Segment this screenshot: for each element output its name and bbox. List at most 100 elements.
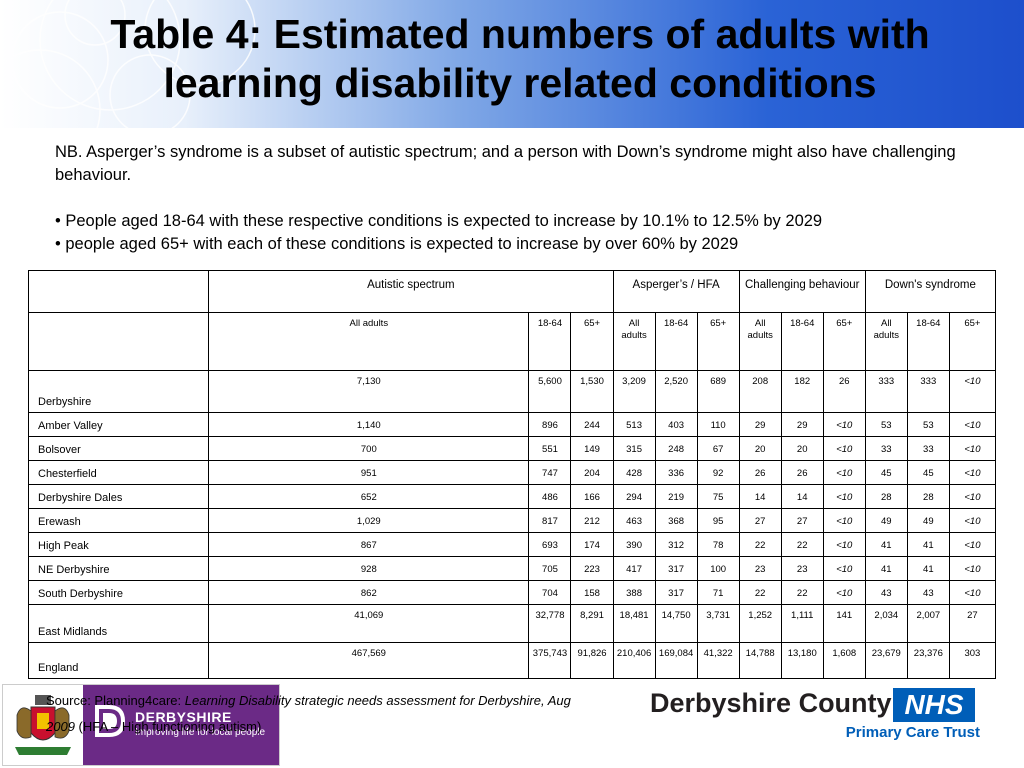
nhs-logo: NHS bbox=[893, 688, 975, 722]
council-brand-block: DERBYSHIRE Improving life for local peop… bbox=[83, 685, 279, 765]
table-cell: 5,600 bbox=[528, 370, 572, 413]
table-cell: 22 bbox=[780, 532, 824, 557]
title-band: Table 4: Estimated numbers of adults wit… bbox=[0, 0, 1024, 128]
table-cell: 45 bbox=[864, 460, 908, 485]
table-cell: 28 bbox=[864, 484, 908, 509]
suppressed-value: <10 bbox=[836, 588, 853, 599]
source-title: Learning Disability strategic needs asse… bbox=[46, 693, 571, 734]
table-cell: 26 bbox=[780, 460, 824, 485]
row-area-name: Derbyshire bbox=[27, 370, 210, 413]
table-cell: 26 bbox=[822, 370, 866, 413]
table-cell: <10 bbox=[822, 580, 866, 605]
row-area-name: England bbox=[27, 642, 210, 679]
table-row: NE Derbyshire 928 705 223 417 317 100 23 23 <10 41… bbox=[27, 556, 997, 581]
suppressed-value: <10 bbox=[964, 588, 981, 599]
suppressed-value: <10 bbox=[964, 564, 981, 575]
subheader-cell: All adults bbox=[864, 312, 908, 371]
table-cell: 336 bbox=[654, 460, 698, 485]
table-cell: 41 bbox=[864, 532, 908, 557]
table-cell: 95 bbox=[696, 508, 740, 533]
table-cell: 22 bbox=[738, 532, 782, 557]
table-cell: 33 bbox=[906, 436, 950, 461]
table-cell: 71 bbox=[696, 580, 740, 605]
table-cell: 23 bbox=[738, 556, 782, 581]
source-prefix: Source: Planning4care: bbox=[46, 693, 185, 708]
table-cell: 375,743 bbox=[528, 642, 572, 679]
subheader-cell: 18-64 bbox=[528, 312, 572, 371]
table-cell: 53 bbox=[906, 412, 950, 437]
pct-name: Derbyshire County bbox=[650, 688, 892, 718]
row-area-name: High Peak bbox=[27, 532, 210, 557]
table-cell: 100 bbox=[696, 556, 740, 581]
table-cell: 862 bbox=[208, 580, 530, 605]
subheader-cell: All adults bbox=[738, 312, 782, 371]
suppressed-value: <10 bbox=[964, 468, 981, 479]
table-cell: <10 bbox=[822, 412, 866, 437]
decorative-swirl bbox=[0, 0, 256, 128]
table-cell: 45 bbox=[906, 460, 950, 485]
table-cell: <10 bbox=[822, 556, 866, 581]
row-area-name: Erewash bbox=[27, 508, 210, 533]
table-cell: 1,608 bbox=[822, 642, 866, 679]
table-cell: 747 bbox=[528, 460, 572, 485]
table-cell: 14 bbox=[780, 484, 824, 509]
table-cell: 1,111 bbox=[780, 604, 824, 643]
table-cell: 29 bbox=[780, 412, 824, 437]
table-row: Erewash 1,029 817 212 463 368 95 27 27 <10 49 49 <10 bbox=[27, 508, 997, 533]
suppressed-value: <10 bbox=[836, 444, 853, 455]
table-cell: 22 bbox=[780, 580, 824, 605]
table-cell: 210,406 bbox=[612, 642, 656, 679]
table-cell: <10 bbox=[948, 532, 997, 557]
table-cell: 28 bbox=[906, 484, 950, 509]
table-cell: 1,530 bbox=[570, 370, 614, 413]
row-area-name: Chesterfield bbox=[27, 460, 210, 485]
table-cell: 141 bbox=[822, 604, 866, 643]
table-cell: 867 bbox=[208, 532, 530, 557]
table-cell: 18,481 bbox=[612, 604, 656, 643]
suppressed-value: <10 bbox=[836, 540, 853, 551]
notes: NB. Asperger’s syndrome is a subset of a… bbox=[55, 141, 1005, 256]
table-subheader-row: All adults 18-64 65+ All adults 18-64 65… bbox=[27, 312, 997, 371]
table-cell: 29 bbox=[738, 412, 782, 437]
table-cell: 27 bbox=[738, 508, 782, 533]
group-header-downs-syndrome: Down's syndrome bbox=[864, 270, 997, 313]
table-row: England 467,569 375,743 91,826 210,406 169,08… bbox=[27, 642, 997, 679]
table-cell: 3,731 bbox=[696, 604, 740, 643]
council-tagline: Improving life for local people bbox=[135, 727, 266, 738]
table-cell: 41 bbox=[906, 556, 950, 581]
table-cell: 33 bbox=[864, 436, 908, 461]
table-cell: 23,376 bbox=[906, 642, 950, 679]
table-area-header bbox=[27, 312, 210, 371]
table-cell: 13,180 bbox=[780, 642, 824, 679]
table-cell: 41 bbox=[906, 532, 950, 557]
table-group-header-row: Autistic spectrum Asperger’s / HFA Chall… bbox=[27, 270, 997, 313]
table-cell: 3,209 bbox=[612, 370, 656, 413]
table-cell: <10 bbox=[948, 484, 997, 509]
table-cell: 204 bbox=[570, 460, 614, 485]
table-cell: 43 bbox=[906, 580, 950, 605]
table-cell: 700 bbox=[208, 436, 530, 461]
table-cell: 2,007 bbox=[906, 604, 950, 643]
table-cell: 43 bbox=[864, 580, 908, 605]
table-cell: <10 bbox=[948, 370, 997, 413]
council-name: DERBYSHIRE bbox=[135, 709, 232, 725]
conditions-table: Autistic spectrum Asperger’s / HFA Chall… bbox=[27, 270, 997, 679]
table-cell: 8,291 bbox=[570, 604, 614, 643]
table-cell: 1,140 bbox=[208, 412, 530, 437]
table-cell: 169,084 bbox=[654, 642, 698, 679]
table-cell: 428 bbox=[612, 460, 656, 485]
derbyshire-council-logo: DERBYSHIRE Improving life for local peop… bbox=[2, 684, 280, 766]
table-cell: 704 bbox=[528, 580, 572, 605]
table-row: Chesterfield 951 747 204 428 336 92 26 26 <10 45 45… bbox=[27, 460, 997, 485]
table-cell: <10 bbox=[822, 436, 866, 461]
row-area-name: NE Derbyshire bbox=[27, 556, 210, 581]
table-cell: 67 bbox=[696, 436, 740, 461]
pct-subtitle: Primary Care Trust bbox=[845, 724, 980, 741]
table-cell: <10 bbox=[822, 484, 866, 509]
table-cell: 91,826 bbox=[570, 642, 614, 679]
table-cell: 403 bbox=[654, 412, 698, 437]
table-cell: 551 bbox=[528, 436, 572, 461]
table-row: Derbyshire Dales 652 486 166 294 219 75 14 14 <10… bbox=[27, 484, 997, 509]
row-area-name: East Midlands bbox=[27, 604, 210, 643]
table-cell: 23 bbox=[780, 556, 824, 581]
